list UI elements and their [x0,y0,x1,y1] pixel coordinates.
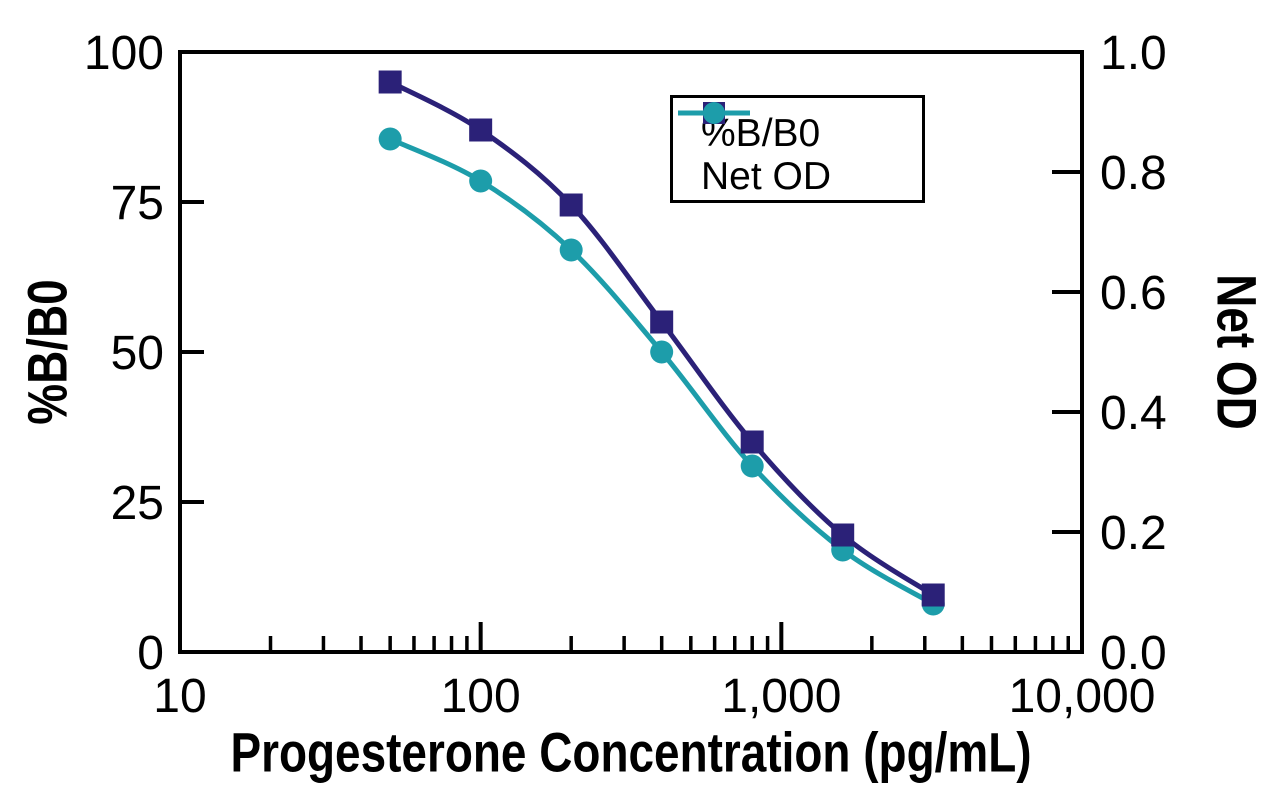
data-point-square [831,523,855,547]
data-point-square [921,583,945,607]
legend-entry-net-od: Net OD [673,102,922,198]
left-axis-tick-label: 0 [137,627,164,680]
legend-label-net-od: Net OD [701,155,832,198]
right-axis-tick-label: 0.4 [1100,387,1167,440]
legend-circle-marker-icon [678,102,750,124]
right-axis-tick-label: 0.6 [1100,267,1167,320]
data-point-square [469,118,493,142]
left-axis-tick-label: 100 [84,27,164,80]
x-axis-title: Progesterone Concentration (pg/mL) [230,720,1032,784]
plot-frame [178,50,1084,654]
right-y-axis-title: Net OD [1205,274,1269,430]
left-y-axis-title: %B/B0 [15,279,79,425]
right-axis-tick-label: 0.2 [1100,507,1167,560]
left-axis-tick-label: 25 [111,477,164,530]
right-axis-tick-label: 0.0 [1100,627,1167,680]
data-point-square [650,310,674,334]
left-axis-tick-label: 75 [111,177,164,230]
data-point-circle [740,454,764,478]
x-tick-label: 1,000 [721,670,841,723]
data-point-circle [469,169,493,193]
legend: %B/B0 Net OD [670,95,925,203]
x-tick-label: 100 [441,670,521,723]
x-tick-label: 10 [153,670,206,723]
data-point-square [559,193,583,217]
data-point-square [378,70,402,94]
right-axis-tick-label: 0.8 [1100,147,1167,200]
data-point-circle [650,340,674,364]
x-tick-label: 10,000 [1009,670,1156,723]
left-axis-tick-label: 50 [111,327,164,380]
data-point-circle [559,238,583,262]
right-axis-tick-label: 1.0 [1100,27,1167,80]
data-point-circle [378,127,402,151]
data-point-square [740,430,764,454]
